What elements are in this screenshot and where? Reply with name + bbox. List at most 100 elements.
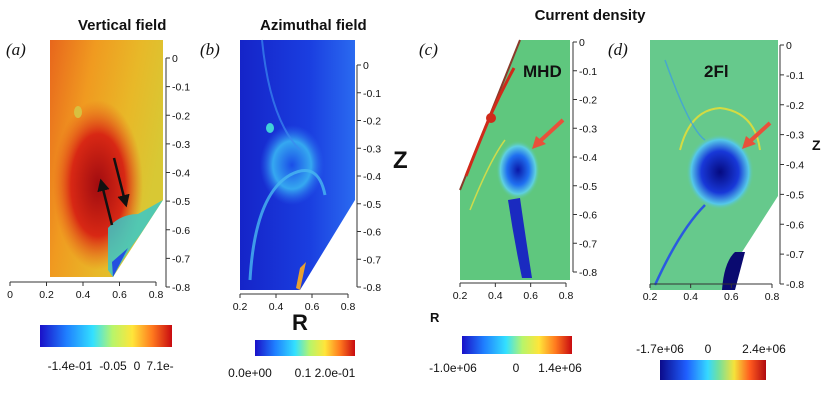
- r-tick-label-b: 0.4: [269, 301, 284, 313]
- colorbar-label-a: 7.1e-: [146, 359, 173, 373]
- colorbar-label-a: -1.4e-01: [48, 359, 93, 373]
- panel-d-blob: [686, 134, 754, 210]
- z-tick-label-a: -0.7: [172, 253, 190, 265]
- z-tick-label-b: -0.6: [363, 227, 381, 239]
- r-tick-label-c: 0.6: [523, 290, 538, 302]
- panel-d: [650, 40, 778, 290]
- panel-d-bottom-jet: [722, 252, 745, 290]
- panel-b: [240, 39, 355, 290]
- panel-c-blob: [496, 140, 540, 200]
- colorbar-label-b: 0.1: [295, 366, 312, 380]
- colorbar-c: [462, 336, 572, 354]
- z-tick-label-a: -0.1: [172, 82, 190, 94]
- z-tick-label-c: -0.7: [579, 238, 597, 250]
- z-tick-label-a: 0: [172, 53, 178, 65]
- panel-label-a: (a): [6, 40, 26, 59]
- z-tick-label-d: -0.4: [786, 160, 804, 172]
- r-axis-label-b: R: [292, 310, 308, 335]
- colorbar-a: [40, 325, 172, 347]
- panel-b-blob: [260, 125, 324, 205]
- z-tick-label-c: -0.5: [579, 181, 597, 193]
- panel-a: [50, 40, 163, 277]
- colorbar-label-a: 0: [134, 359, 141, 373]
- annotation-mhd: MHD: [523, 62, 562, 81]
- colorbar-label-d: 0: [705, 342, 712, 356]
- colorbar-label-d: -1.7e+06: [636, 342, 684, 356]
- panel-c-red-line: [464, 67, 516, 177]
- panel-a-blue-tip: [112, 248, 128, 277]
- z-tick-label-c: -0.3: [579, 123, 597, 135]
- panel-d-sweep: [653, 204, 706, 286]
- r-tick-label-d: 0.8: [765, 291, 780, 303]
- z-tick-label-b: -0.1: [363, 88, 381, 100]
- z-tick-label-a: -0.3: [172, 139, 190, 151]
- title-azimuthal-field: Azimuthal field: [260, 17, 367, 34]
- z-tick-label-b: -0.3: [363, 143, 381, 155]
- r-tick-label-c: 0.4: [488, 290, 503, 302]
- r-tick-label-a: 0.6: [112, 289, 127, 301]
- panel-a-spot: [74, 106, 82, 118]
- z-tick-label-c: -0.1: [579, 66, 597, 78]
- z-tick-label-d: -0.8: [786, 279, 804, 291]
- z-tick-label-b: -0.2: [363, 116, 381, 128]
- z-tick-label-b: -0.5: [363, 199, 381, 211]
- panel-b-spot: [266, 123, 274, 133]
- r-tick-label-a: 0.8: [149, 289, 164, 301]
- r-tick-label-a: 0: [7, 289, 13, 301]
- panel-label-c: (c): [419, 40, 438, 59]
- colorbar-label-d: 2.4e+06: [742, 342, 786, 356]
- panel-b-arc: [248, 169, 327, 281]
- red-arrow-c-head: [532, 136, 546, 149]
- red-arrow-c: [536, 118, 565, 145]
- colorbar-label-c: 0: [513, 361, 520, 375]
- z-tick-label-a: -0.2: [172, 110, 190, 122]
- z-tick-label-b: -0.7: [363, 254, 381, 266]
- panel-b-arc2: [261, 39, 301, 151]
- r-tick-label-c: 0.2: [453, 290, 468, 302]
- z-tick-label-a: -0.8: [172, 282, 190, 294]
- r-axis-label-c: R: [430, 310, 440, 325]
- black-arrow-up: [97, 178, 114, 226]
- z-tick-label-a: -0.6: [172, 225, 190, 237]
- z-tick-label-a: -0.4: [172, 168, 190, 180]
- colorbar-d: [660, 360, 766, 380]
- panel-c-yellow-arc: [469, 139, 506, 211]
- z-tick-label-c: -0.6: [579, 210, 597, 222]
- z-axis-label-d: Z: [812, 137, 821, 153]
- r-tick-label-a: 0.4: [76, 289, 91, 301]
- title-current-density: Current density: [535, 7, 647, 24]
- title-vertical-field: Vertical field: [78, 17, 166, 34]
- panel-c-red-dot: [486, 113, 496, 123]
- z-tick-label-d: 0: [786, 40, 792, 52]
- r-tick-label-d: 0.2: [643, 291, 658, 303]
- r-tick-label-b: 0.6: [305, 301, 320, 313]
- panel-c-jet: [508, 198, 532, 278]
- z-tick-label-d: -0.7: [786, 249, 804, 261]
- panel-label-b: (b): [200, 40, 220, 59]
- panel-b-hot-tip: [296, 262, 306, 290]
- z-tick-label-b: 0: [363, 60, 369, 72]
- z-tick-label-c: -0.2: [579, 95, 597, 107]
- z-tick-label-d: -0.1: [786, 70, 804, 82]
- colorbar-label-b: 2.0e-01: [315, 366, 356, 380]
- colorbar-label-c: 1.4e+06: [538, 361, 582, 375]
- colorbar-label-c: -1.0e+06: [429, 361, 477, 375]
- panel-label-d: (d): [608, 40, 628, 59]
- z-tick-label-c: -0.4: [579, 152, 597, 164]
- z-tick-label-c: -0.8: [579, 267, 597, 279]
- z-tick-label-c: 0: [579, 37, 585, 49]
- panel-c: [459, 39, 570, 280]
- r-tick-label-d: 0.4: [683, 291, 698, 303]
- panel-d-sweep2: [664, 59, 706, 141]
- r-tick-label-d: 0.6: [724, 291, 739, 303]
- colorbar-label-b: 0.0e+00: [228, 366, 272, 380]
- z-tick-label-d: -0.2: [786, 100, 804, 112]
- z-tick-label-b: -0.8: [363, 282, 381, 294]
- red-arrow-d-head: [742, 136, 756, 149]
- colorbar-label-a: -0.05: [99, 359, 127, 373]
- colorbar-b: [255, 340, 355, 356]
- z-tick-label-a: -0.5: [172, 196, 190, 208]
- r-tick-label-c: 0.8: [559, 290, 574, 302]
- r-tick-label-b: 0.8: [341, 301, 356, 313]
